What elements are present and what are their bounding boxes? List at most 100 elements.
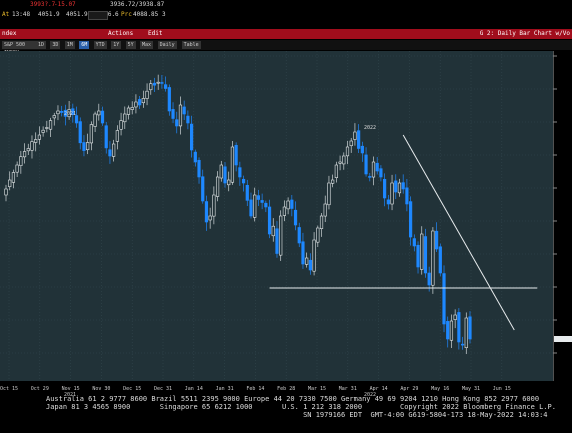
candle-down [438,246,442,274]
candle-up [305,257,309,265]
quote-line2-value-1: 13:48 [12,11,31,18]
y-axis-svg [553,51,572,381]
candle-down [60,111,64,113]
quote-line1-value-1: -15.07 [54,1,76,8]
edit-menu[interactable]: Edit [148,30,163,37]
x-tick-label: Nov 15 [62,386,80,392]
candle-up [26,148,30,152]
x-tick-label: Oct 29 [31,386,49,392]
candle-down [357,130,361,149]
toolbar-item-6m[interactable]: 6M [79,41,90,49]
candle-up [316,227,320,243]
candle-down [164,84,168,89]
candle-up [115,130,119,142]
toolbar-item-1m[interactable]: 1M [64,41,75,49]
toolbar-item-1d[interactable]: 1D [36,41,47,49]
chart-year-marker: 2022 [364,125,376,131]
candle-down [78,121,82,144]
toolbar-item-3d[interactable]: 3D [50,41,61,49]
candle-up [253,194,257,218]
candle-up [22,151,27,158]
toolbar-item-5y[interactable]: 5Y [125,41,136,49]
candle-up [282,206,286,216]
candle-down [71,108,75,115]
quote-line2-value-3: 4051.9 [66,11,88,18]
candle-down [308,259,312,271]
candle-up [34,139,38,143]
candle-down [434,230,439,250]
x-tick-label: Apr 29 [400,386,418,392]
x-tick-label: Nov 30 [92,386,110,392]
x-tick-label: May 31 [462,386,480,392]
x-tick-label: Feb 28 [277,386,295,392]
candle-up [453,314,457,320]
toolbar-item-ytd[interactable]: YTD [93,41,107,49]
candle-down [186,115,190,124]
toolbar-item-1y[interactable]: 1Y [111,41,122,49]
candle-up [312,239,316,272]
candle-down [152,82,157,86]
candle-up [119,120,123,130]
candle-down [267,206,272,235]
toolbar-item-max[interactable]: Max [140,41,154,49]
candle-down [375,162,379,172]
candle-down [423,236,428,274]
candle-down [386,199,390,205]
quote-line2-value-6: 4088.85 [133,11,159,18]
candle-up [123,113,127,123]
candle-down [167,87,171,112]
candle-up [11,172,16,183]
candle-down [241,178,246,184]
candle-up [323,203,327,217]
candle-up [37,134,42,140]
candle-up [45,127,49,129]
function-bar: ndex Actions Edit G 2: Daily Bar Chart w… [0,29,572,39]
quote-line1-value-0: 3993?.7 [30,1,56,8]
footer: Australia 61 2 9777 8600 Brazil 5511 239… [0,395,572,427]
year-label: 2021 [64,392,76,396]
candle-up [353,131,357,140]
candle-down [364,154,368,175]
candle-down [264,202,268,208]
candle-up [4,188,8,196]
candle-up [215,176,220,197]
quote-line2-value-0: At [2,11,10,18]
candle-down [442,273,446,325]
candle-up [319,215,324,229]
candle-up [345,146,350,157]
toolbar-item-daily[interactable]: Daily [157,41,177,49]
quote-line2-value-2: 4051.9 [38,11,60,18]
candle-up [15,164,19,173]
candle-down [108,149,112,157]
candle-up [420,233,424,270]
quote-header: 3993?.7 -15.07 3936.72/3938.87 At 13:48 4051… [0,0,572,28]
candle-down [234,145,238,166]
candle-up [52,115,56,119]
candle-up [56,110,60,115]
candle-down [138,99,142,106]
candle-up [41,129,45,133]
trend-line [402,134,515,331]
candle-down [249,199,253,217]
candle-up [86,142,90,151]
candle-down [171,109,175,119]
candle-up [431,230,435,286]
x-tick-label: Mar 31 [339,386,357,392]
candle-down [74,115,79,124]
candle-up [93,113,97,127]
candle-down [383,178,387,199]
candle-down [160,82,164,84]
candle-down [301,241,305,265]
candle-down [256,195,261,200]
price-chart[interactable]: 2021 2022 [0,51,553,381]
command-input[interactable] [88,11,108,20]
candle-up [112,143,116,157]
footer-session: SN 1979166 EDT GMT-4:00 G619-5804-173 18… [46,411,548,419]
security-field[interactable]: S&P 500 INDEX [2,41,36,56]
candle-up [338,161,342,164]
actions-menu[interactable]: Actions [108,30,134,37]
candle-down [238,167,242,178]
toolbar-item-table[interactable]: Table [181,41,201,49]
x-tick-label: Oct 15 [0,386,18,392]
candle-up [286,200,290,210]
